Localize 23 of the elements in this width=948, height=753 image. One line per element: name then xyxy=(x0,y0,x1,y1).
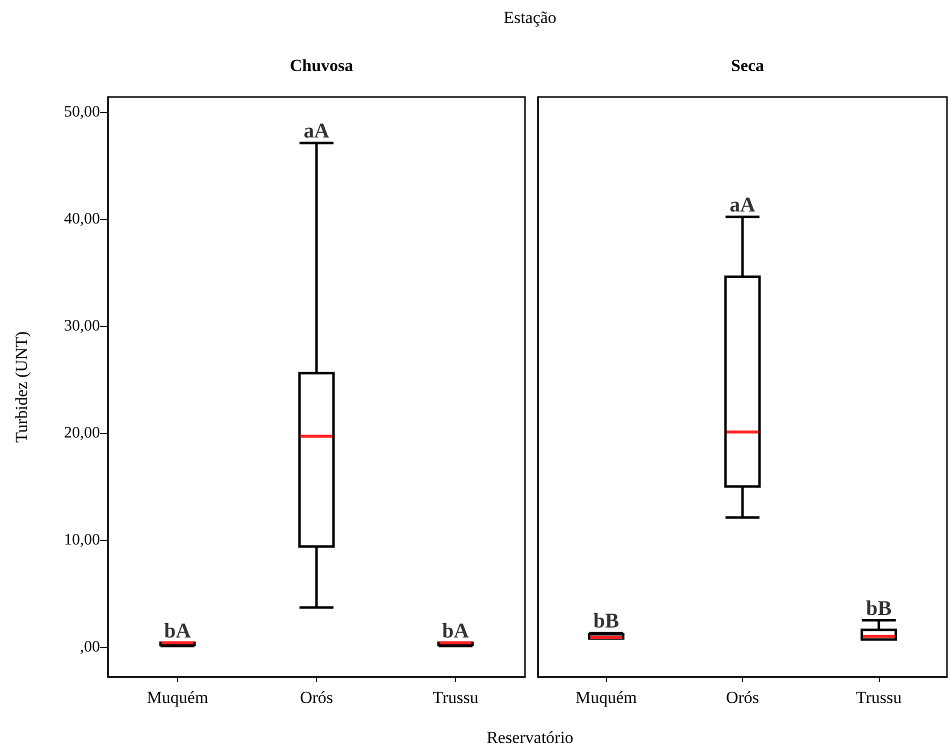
annotation: aA xyxy=(730,192,756,216)
annotation: aA xyxy=(304,118,330,143)
x-tick-label: Orós xyxy=(726,688,760,707)
text: Estação xyxy=(504,8,556,28)
y-tick-label: 20,00 xyxy=(64,424,100,442)
y-tick-label: 30,00 xyxy=(64,318,100,335)
y-tick-label: ,00 xyxy=(80,638,100,656)
x-axis-title: Reservatório xyxy=(486,728,574,748)
y-tick-label: 10,00 xyxy=(64,532,100,549)
annotation: bA xyxy=(164,618,192,642)
chart-title: Chuvosa xyxy=(290,56,354,75)
annotation: bB xyxy=(593,608,620,633)
x-tick-label: Muquém xyxy=(146,688,208,707)
x-tick-label: Trussu xyxy=(432,688,479,707)
x-tick-label: Orós xyxy=(300,688,334,707)
y-tick-label: 40,00 xyxy=(64,210,100,228)
x-tick-label: Muquém xyxy=(575,688,637,707)
x-tick-label: Trussu xyxy=(856,688,902,707)
chart-title: Seca xyxy=(730,56,765,75)
y-tick-label: 50,00 xyxy=(64,103,100,120)
annotation: bA xyxy=(442,618,470,642)
annotation: bB xyxy=(866,596,892,620)
y-axis-title: Turbidez (UNT) xyxy=(12,331,31,443)
